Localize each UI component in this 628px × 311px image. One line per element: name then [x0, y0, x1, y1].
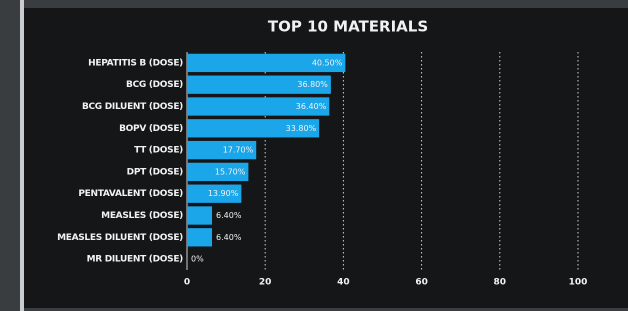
- value-label: 36.80%: [297, 80, 328, 89]
- x-tick-label: 80: [494, 278, 507, 288]
- category-label: MEASLES DILUENT (DOSE): [57, 233, 183, 243]
- category-label: TT (DOSE): [134, 146, 183, 156]
- category-label: BOPV (DOSE): [119, 124, 183, 134]
- bar: [187, 206, 212, 224]
- value-label: 13.90%: [208, 189, 239, 198]
- category-label: BCG (DOSE): [126, 80, 183, 90]
- chart: TOP 10 MATERIALS 0 20 40 60 80 100 HEPATITIS B…: [0, 0, 628, 311]
- value-label: 17.70%: [223, 146, 254, 155]
- x-tick-label: 40: [337, 278, 350, 288]
- value-label: 36.40%: [296, 102, 327, 111]
- x-tick-label: 60: [415, 278, 428, 288]
- value-label: 0%: [191, 255, 204, 264]
- chart-title: TOP 10 MATERIALS: [268, 18, 428, 36]
- category-label: MEASLES (DOSE): [101, 211, 183, 221]
- category-label: PENTAVALENT (DOSE): [78, 189, 183, 199]
- x-tick-label: 100: [569, 278, 588, 288]
- value-label: 6.40%: [216, 233, 242, 242]
- bar: [187, 228, 212, 246]
- x-tick-label: 20: [259, 278, 272, 288]
- x-tick-label: 0: [184, 278, 190, 288]
- category-label: HEPATITIS B (DOSE): [88, 58, 183, 68]
- category-label: DPT (DOSE): [127, 167, 184, 177]
- panel-edge: [20, 0, 24, 311]
- value-label: 6.40%: [216, 211, 242, 220]
- value-label: 15.70%: [215, 167, 246, 176]
- value-label: 33.80%: [286, 124, 317, 133]
- category-label: BCG DILUENT (DOSE): [82, 102, 183, 112]
- category-label: MR DILUENT (DOSE): [87, 255, 184, 265]
- value-label: 40.50%: [312, 58, 343, 67]
